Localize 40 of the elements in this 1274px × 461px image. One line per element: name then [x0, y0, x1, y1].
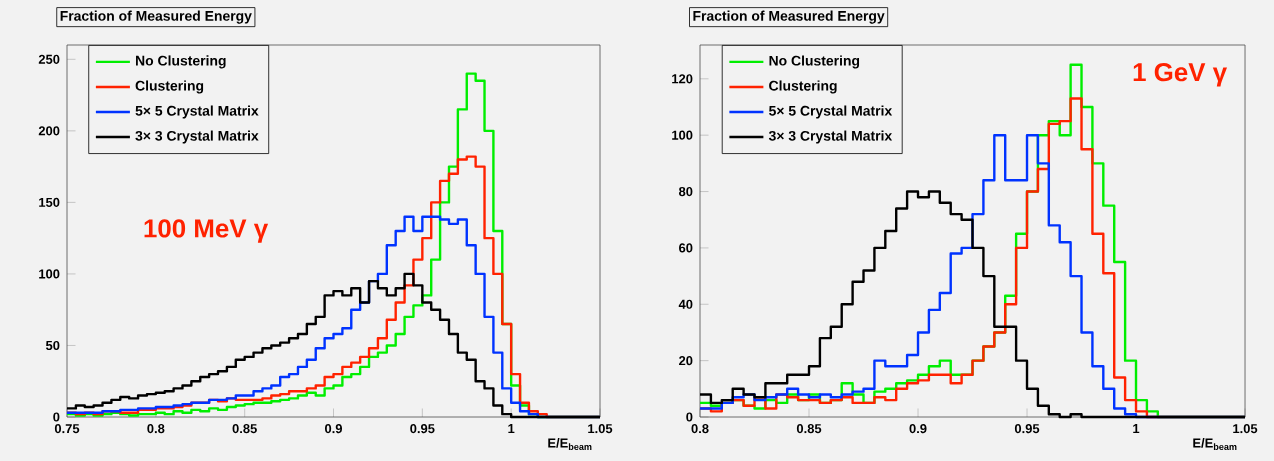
x-tick-label: 0.85	[232, 424, 257, 434]
x-tick-label: 1	[1133, 424, 1140, 433]
y-tick-label: 200	[38, 126, 60, 136]
legend-label: 5× 5 Crystal Matrix	[135, 105, 259, 119]
legend-label: Clustering	[135, 80, 204, 94]
annotation: 100 MeV γ	[144, 219, 269, 243]
x-tick-label: 0.95	[410, 424, 435, 434]
x-tick-label: 0.85	[796, 424, 822, 434]
y-tick-label: 80	[678, 186, 693, 197]
legend-label: 5× 5 Crystal Matrix	[769, 105, 893, 119]
x-axis-title: E/E$_{beam}$	[1193, 438, 1237, 450]
y-tick-label: 120	[672, 74, 693, 84]
x-tick-label: 0.8	[147, 424, 165, 434]
legend-label: 3× 3 Crystal Matrix	[135, 130, 259, 144]
x-tick-label: 1.05	[588, 424, 613, 434]
y-tick-label: 60	[679, 243, 693, 253]
chart-title: Fraction of Measured Energy	[60, 10, 252, 24]
y-tick-label: 150	[39, 197, 60, 207]
x-tick-label: 0.9	[909, 424, 927, 434]
y-tick-label: 100	[672, 130, 693, 140]
x-tick-label: 0.75	[54, 424, 80, 434]
x-tick-label: 0.9	[325, 424, 343, 434]
legend-label: No Clustering	[136, 55, 226, 69]
y-tick-label: 50	[45, 340, 60, 351]
y-tick-label: 0	[53, 412, 60, 422]
y-tick-label: 0	[686, 412, 693, 422]
legend-label: No Clustering	[769, 55, 860, 69]
annotation: 1 GeV γ	[1133, 63, 1228, 87]
x-tick-label: 1	[508, 424, 515, 433]
x-tick-label: 0.95	[1014, 424, 1040, 434]
x-tick-label: 0.8	[691, 424, 709, 434]
y-tick-label: 40	[678, 299, 693, 309]
legend-label: 3× 3 Crystal Matrix	[768, 130, 893, 144]
chart-title: Fraction of Measured Energy	[693, 10, 885, 24]
y-tick-label: 250	[38, 54, 60, 64]
x-tick-label: 1.05	[1233, 424, 1258, 434]
legend-label: Clustering	[769, 80, 837, 94]
y-tick-label: 20	[679, 356, 693, 366]
y-tick-label: 100	[39, 269, 60, 279]
x-axis-title: E/E$_{beam}$	[548, 438, 592, 450]
